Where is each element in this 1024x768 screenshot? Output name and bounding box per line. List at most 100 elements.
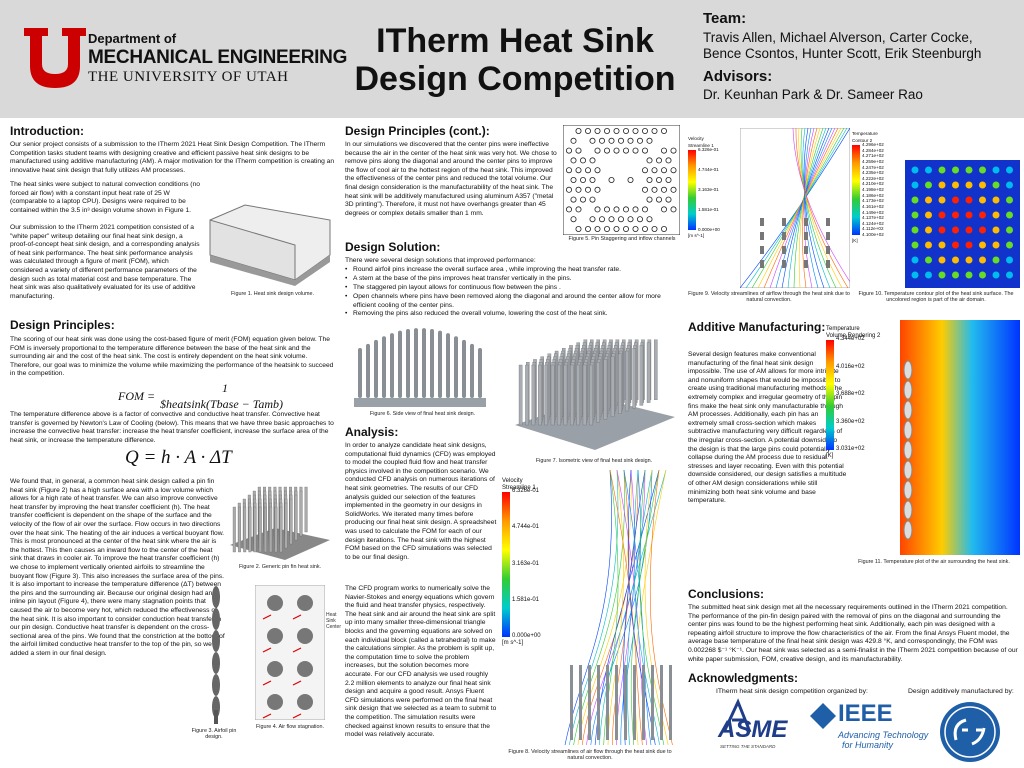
- asme-tagline: SETTING THE STANDARD: [720, 744, 776, 749]
- colorbar-label: 4.744e-01: [512, 524, 540, 531]
- colorbar-label: 4.259e+02: [862, 158, 884, 164]
- team-heading: Team:: [703, 10, 747, 27]
- figure-caption: Figure 10. Temperature contour plot of t…: [858, 291, 1014, 304]
- ieee-wordmark: IEEE: [838, 700, 893, 727]
- colorbar-label: 3.688e+02: [836, 391, 865, 397]
- colorbar: [502, 492, 510, 637]
- colorbar-label: 4.100e+02: [862, 232, 884, 237]
- department-label: Department of: [88, 31, 177, 46]
- paragraph: Our submission to the ITherm 2021 compet…: [10, 224, 200, 300]
- colorbar-label: 3.163e-01: [698, 187, 719, 192]
- colorbar-title: Streamline 1: [502, 484, 536, 491]
- colorbar-label: 4.296e+02: [862, 142, 884, 147]
- figure-label: Heat Sink Center: [326, 612, 342, 630]
- team-names: Bence Csontos, Hunter Scott, Erik Steenb…: [703, 46, 982, 61]
- ieee-tagline: Advancing Technology: [838, 730, 929, 740]
- colorbar-label: 4.235e+02: [862, 170, 884, 176]
- ack-label: ITherm heat sink design competition orga…: [716, 688, 868, 695]
- figure-2: [230, 486, 330, 560]
- colorbar-unit: [K]: [826, 453, 834, 459]
- bullet-item: The staggered pin layout allows for cont…: [345, 284, 685, 293]
- figure-5: [563, 125, 680, 235]
- section-heading: Acknowledgments:: [688, 671, 799, 685]
- colorbar-label: 4.271e+02: [862, 153, 884, 159]
- figure-8: [560, 470, 680, 745]
- figure-9: [740, 128, 850, 288]
- bullet-item: Removing the pins also reduced the overa…: [345, 310, 685, 319]
- paragraph: We found that, in general, a common heat…: [10, 478, 225, 657]
- colorbar-title: Velocity: [502, 478, 523, 484]
- colorbar-label: 1.581e-01: [698, 207, 719, 212]
- bullet-item: Round airfoil pins increase the overall …: [345, 266, 685, 275]
- figure-1: [209, 204, 331, 286]
- section-heading: Additive Manufacturing:: [688, 320, 826, 334]
- colorbar-title: Temperature: [852, 131, 878, 136]
- colorbar-label: 4.210e+02: [862, 181, 884, 187]
- colorbar-label: 4.016e+02: [836, 363, 865, 370]
- asme-logo: [722, 698, 752, 733]
- equation: FOM =: [118, 389, 156, 403]
- colorbar-title: Contour 2: [852, 137, 873, 143]
- figure-caption: Figure 8. Velocity streamlines of air fl…: [508, 749, 672, 762]
- colorbar-label: 4.344e+02: [836, 336, 865, 342]
- figure-10: [905, 160, 1020, 288]
- figure-caption: Figure 7. Isometric view of final heat s…: [535, 458, 653, 464]
- colorbar-label: 1.581e-01: [512, 596, 540, 603]
- paragraph: The heat sinks were subject to natural c…: [10, 181, 200, 214]
- figure-caption: Figure 5. Pin Staggering and inflow chan…: [568, 236, 676, 242]
- figure-caption: Figure 9. Velocity streamlines of airflo…: [688, 291, 850, 304]
- university-logo: [24, 28, 86, 88]
- colorbar-label: 4.173e+02: [862, 198, 884, 204]
- ieee-emblem: [810, 703, 836, 729]
- colorbar-label: 4.161e+02: [862, 203, 884, 209]
- colorbar-label: 4.198e+02: [862, 187, 884, 192]
- colorbar-label: 4.744e-01: [698, 167, 719, 172]
- equation: 1: [222, 381, 228, 395]
- section-heading: Introduction:: [10, 124, 84, 138]
- figure-caption: Figure 11. Temperature plot of the air s…: [858, 559, 1010, 565]
- university-name: THE UNIVERSITY OF UTAH: [88, 69, 289, 85]
- paragraph: Our senior project consists of a submiss…: [10, 141, 335, 174]
- figure-4: [255, 585, 325, 720]
- colorbar-label: 3.360e+02: [836, 418, 865, 425]
- colorbar-title: Streamline 1: [688, 142, 714, 148]
- equation: Q = h · A · ΔT: [125, 447, 232, 468]
- colorbar-unit: [m s^-1]: [502, 640, 524, 646]
- colorbar-label: 6.326e-01: [512, 488, 540, 494]
- colorbar-title: Volume Rendering 2: [826, 332, 881, 339]
- colorbar-label: 4.186e+02: [862, 192, 884, 198]
- bullet-item: Open channels where pins have been remov…: [345, 293, 685, 310]
- paragraph: There were several design solutions that…: [345, 257, 536, 264]
- colorbar-label: 4.222e+02: [862, 175, 884, 181]
- team-names: Travis Allen, Michael Alverson, Carter C…: [703, 30, 973, 45]
- colorbar: [688, 150, 696, 230]
- paragraph: In order to analyze candidate heat sink …: [345, 442, 497, 561]
- advisors-heading: Advisors:: [703, 68, 773, 85]
- figure-11: [900, 320, 1020, 555]
- colorbar-label: 4.284e+02: [862, 147, 884, 153]
- section-heading: Design Solution:: [345, 240, 441, 254]
- colorbar-label: 4.137e+02: [862, 215, 884, 221]
- colorbar: [852, 145, 860, 235]
- colorbar-label: 4.124e+02: [862, 220, 884, 226]
- bullet-item: A stem at the base of the pins improves …: [345, 275, 685, 284]
- colorbar-title: Temperature: [826, 326, 860, 332]
- section-heading: Conclusions:: [688, 587, 765, 601]
- colorbar-label: 3.031e+02: [836, 446, 865, 452]
- paragraph: Several design features make conventiona…: [688, 351, 847, 505]
- paragraph: In our simulations we discovered that th…: [345, 141, 557, 217]
- header-band: [0, 0, 1024, 118]
- colorbar-label: 6.326e-01: [698, 147, 719, 152]
- poster-title: ITherm Heat Sink Design Competition: [354, 22, 676, 98]
- paragraph: The submitted heat sink design met all t…: [688, 604, 1018, 663]
- colorbar: [826, 340, 834, 450]
- paragraph: The scoring of our heat sink was done us…: [10, 336, 334, 378]
- ge-logo: [940, 702, 1000, 762]
- paragraph: The temperature difference above is a fa…: [10, 411, 334, 444]
- asme-wordmark: ASME: [718, 716, 788, 743]
- colorbar-label: 0.000e+00: [512, 633, 541, 639]
- colorbar-label: 0.000e+00: [698, 227, 720, 232]
- colorbar-unit: [K]: [852, 238, 858, 243]
- colorbar-label: 4.247e+02: [862, 164, 884, 170]
